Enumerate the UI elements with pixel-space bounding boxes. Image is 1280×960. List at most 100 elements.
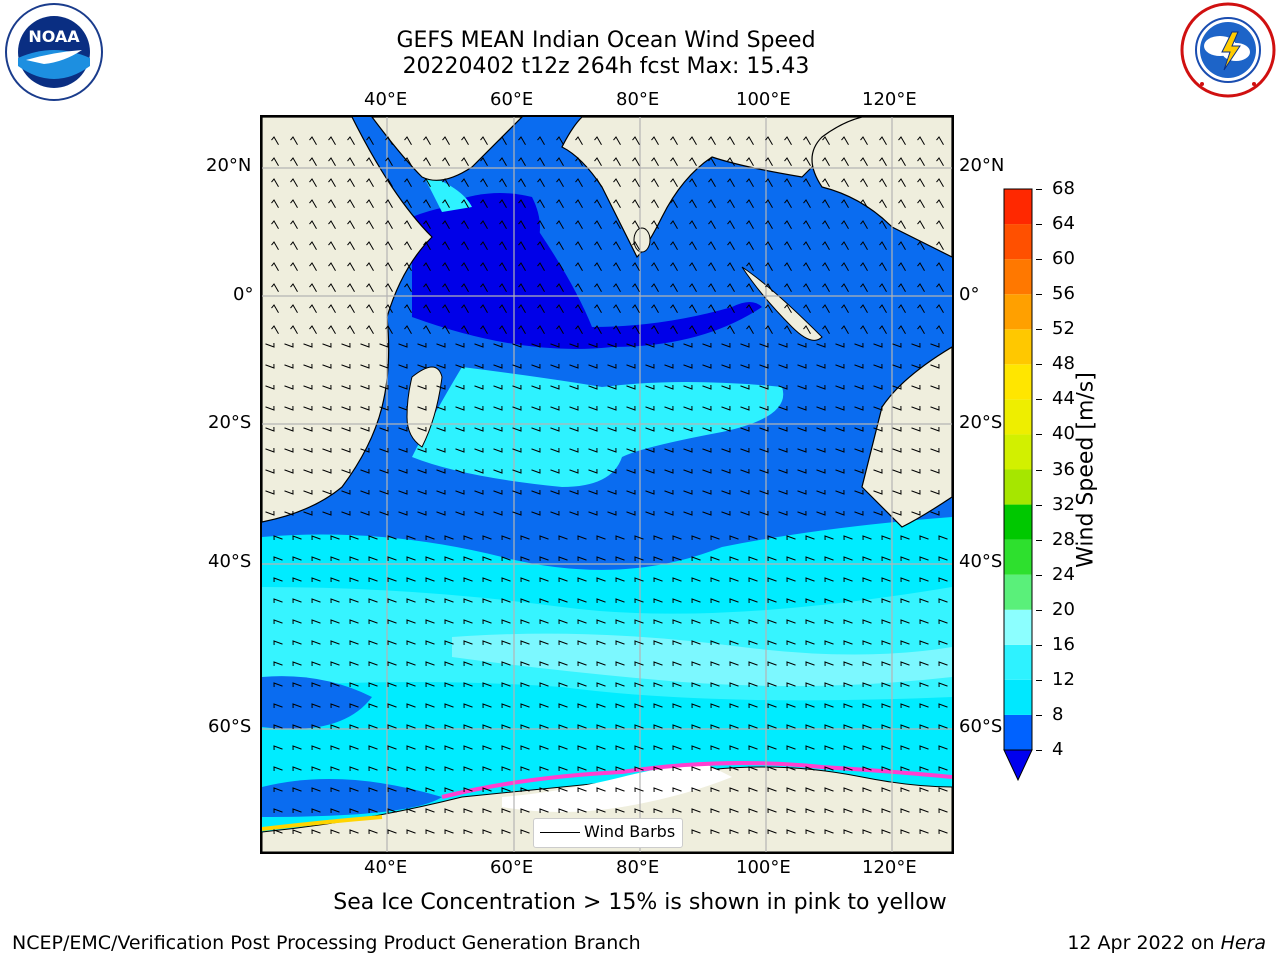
colorbar-tick-mark xyxy=(1036,224,1042,226)
wind-barb xyxy=(930,342,940,348)
wind-barb xyxy=(917,199,925,209)
wind-barb xyxy=(911,468,921,474)
wind-barb xyxy=(759,384,769,390)
wind-barb xyxy=(803,304,811,314)
wind-barb xyxy=(531,468,541,474)
wind-barb xyxy=(632,157,640,167)
wind-barb xyxy=(341,363,351,369)
wind-barb xyxy=(575,199,583,209)
wind-barb xyxy=(672,535,682,541)
wind-barb xyxy=(805,661,815,667)
wind-barb xyxy=(328,241,336,251)
wind-barb xyxy=(721,468,731,474)
wind-barb xyxy=(520,661,530,667)
wind-barb xyxy=(748,598,758,604)
wind-barb xyxy=(824,598,834,604)
wind-barb xyxy=(398,426,408,432)
wind-barb xyxy=(328,136,336,146)
wind-barb xyxy=(518,283,526,293)
wind-barb xyxy=(626,510,636,516)
wind-barb xyxy=(588,489,598,495)
colorbar-tick-label: 60 xyxy=(1052,248,1075,270)
wind-barb xyxy=(936,241,944,251)
wind-barb xyxy=(765,199,773,209)
wind-barb xyxy=(404,220,412,230)
wind-barb xyxy=(748,703,758,709)
wind-barb xyxy=(385,136,393,146)
wind-barb xyxy=(499,241,507,251)
wind-barb xyxy=(347,157,355,167)
wind-barb xyxy=(404,304,412,314)
wind-barb xyxy=(672,577,682,583)
wind-barb xyxy=(862,766,872,772)
wind-barb xyxy=(273,766,283,772)
wind-barb xyxy=(292,535,302,541)
wind-barb xyxy=(360,489,370,495)
wind-barb xyxy=(596,682,606,688)
wind-barb xyxy=(841,136,849,146)
wind-barb xyxy=(577,808,587,814)
wind-barb xyxy=(265,426,275,432)
wind-barb xyxy=(423,136,431,146)
wind-barb xyxy=(900,598,910,604)
map-canvas xyxy=(262,117,952,852)
wind-barb xyxy=(594,178,602,188)
wind-barb xyxy=(900,682,910,688)
wind-barb xyxy=(691,745,701,751)
wind-barb xyxy=(689,157,697,167)
wind-barb xyxy=(767,619,777,625)
wind-barb xyxy=(577,577,587,583)
wind-barb xyxy=(463,808,473,814)
wind-barb xyxy=(767,724,777,730)
wind-barb xyxy=(273,682,283,688)
wind-barb xyxy=(879,283,887,293)
wind-barb xyxy=(290,283,298,293)
wind-barb xyxy=(309,136,317,146)
wind-barb xyxy=(379,384,389,390)
wind-barb xyxy=(577,535,587,541)
wind-barb xyxy=(689,178,697,188)
colorbar-segment xyxy=(1004,469,1032,505)
wind-barb xyxy=(879,262,887,272)
wind-barb xyxy=(265,468,275,474)
wind-barb xyxy=(664,405,674,411)
wind-barb xyxy=(930,468,940,474)
wind-barb xyxy=(442,283,450,293)
wind-barb xyxy=(387,787,397,793)
wind-barb xyxy=(835,363,845,369)
wind-barb xyxy=(607,342,617,348)
wind-barb xyxy=(873,510,883,516)
wind-barb xyxy=(328,157,336,167)
wind-barb xyxy=(892,447,902,453)
wind-barb xyxy=(406,766,416,772)
arabian-cyan-strip xyxy=(422,173,472,212)
wind-barb xyxy=(482,535,492,541)
wind-barb xyxy=(425,808,435,814)
wind-barb xyxy=(664,426,674,432)
wind-barb xyxy=(444,787,454,793)
wind-barb xyxy=(746,283,754,293)
wind-barb xyxy=(379,363,389,369)
wind-barb xyxy=(539,598,549,604)
colorbar-tick-label: 36 xyxy=(1052,458,1075,480)
wind-barb xyxy=(803,136,811,146)
wind-barb xyxy=(729,661,739,667)
wind-barb xyxy=(843,703,853,709)
wind-barb xyxy=(474,342,484,348)
wind-barb xyxy=(805,535,815,541)
wind-barb xyxy=(341,510,351,516)
lon-label-top-120e: 120°E xyxy=(862,89,917,110)
wind-barb xyxy=(461,220,469,230)
wind-barb xyxy=(425,787,435,793)
wind-barb xyxy=(854,489,864,495)
wind-barb xyxy=(474,447,484,453)
wind-barb xyxy=(474,468,484,474)
wind-barb xyxy=(672,556,682,562)
lat-label-left-0: 0° xyxy=(233,284,254,305)
wind-barb xyxy=(786,787,796,793)
wind-barb xyxy=(911,363,921,369)
wind-barb xyxy=(442,304,450,314)
wind-barb xyxy=(425,829,435,835)
wind-barb xyxy=(691,703,701,709)
wind-barb xyxy=(404,178,412,188)
